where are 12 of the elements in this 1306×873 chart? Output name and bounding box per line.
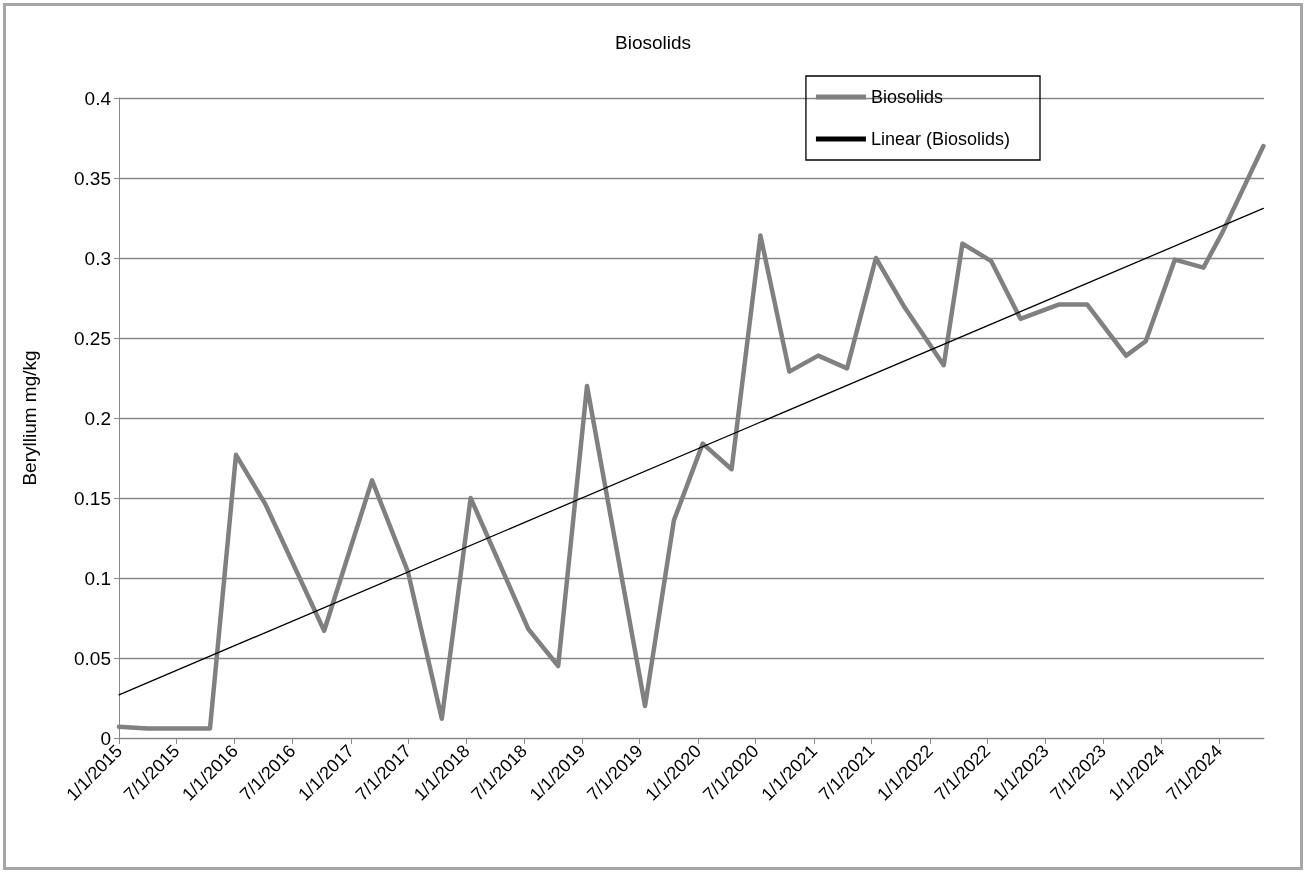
y-tick-label: 0.25: [74, 327, 111, 349]
y-tick-label: 0.15: [74, 487, 111, 509]
y-axis-title: Beryllium mg/kg: [19, 350, 40, 486]
chart-title: Biosolids: [614, 32, 692, 53]
legend-label: Linear (Biosolids): [870, 129, 1010, 149]
y-tick-label: 0.35: [74, 167, 111, 189]
legend-label: Biosolids: [870, 87, 943, 107]
y-tick-label: 0.1: [84, 567, 111, 589]
y-tick-label: 0.05: [74, 647, 111, 669]
y-tick-label: 0.2: [84, 407, 111, 429]
y-tick-label: 0.3: [84, 247, 111, 269]
y-tick-label: 0.4: [84, 87, 112, 109]
